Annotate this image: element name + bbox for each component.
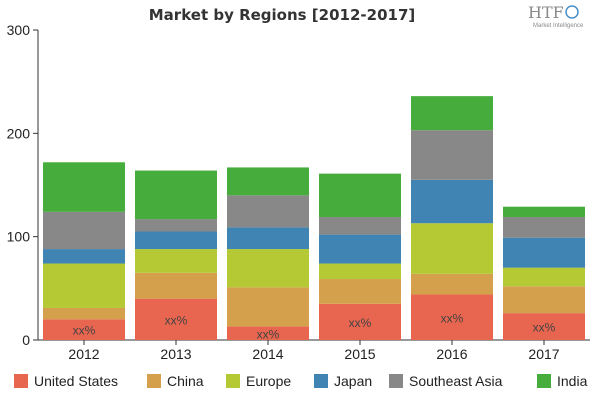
bars: xx% xx% xx% xx% xx% xx% (43, 96, 585, 341)
data-label: xx% (441, 311, 464, 325)
x-tick-label: 2016 (436, 346, 467, 362)
bar-segment (319, 303, 401, 340)
bar-segment (43, 319, 125, 340)
logo-globe-icon (565, 5, 579, 19)
legend-label: Japan (334, 373, 372, 389)
y-tick-label: 200 (7, 125, 31, 141)
bar-segment (503, 267, 585, 287)
bar-segment (135, 231, 217, 250)
x-tick-label: 2013 (160, 346, 191, 362)
legend: United States China Europe Japan Southeast A… (14, 373, 588, 389)
data-label: xx% (533, 321, 556, 335)
data-label: xx% (73, 324, 96, 338)
legend-label: China (167, 373, 204, 389)
bar-segment (135, 272, 217, 299)
bar-stack-2016: xx% (411, 96, 493, 340)
bar-segment (319, 263, 401, 280)
legend-label: Europe (246, 373, 291, 389)
legend-swatch (147, 374, 161, 388)
bar-stack-2015: xx% (319, 173, 401, 340)
bar-segment (43, 307, 125, 320)
legend-item: China (147, 373, 204, 389)
logo: HTF Market Intelligence (528, 3, 584, 29)
legend-item: United States (14, 373, 118, 389)
bar-segment (411, 179, 493, 224)
legend-swatch (389, 374, 403, 388)
bar-segment (411, 130, 493, 180)
bar-segment (319, 234, 401, 264)
bar-segment (227, 287, 309, 327)
bar-segment (227, 326, 309, 340)
bar-segment (319, 173, 401, 218)
bar-segment (503, 217, 585, 238)
legend-label: India (557, 373, 588, 389)
axes (37, 30, 590, 341)
y-tick-label: 100 (7, 229, 31, 245)
x-tick-label: 2014 (252, 346, 283, 362)
bar-segment (135, 249, 217, 273)
bar-segment (135, 170, 217, 220)
bar-segment (43, 263, 125, 308)
data-label: xx% (257, 327, 280, 341)
chart-title: Market by Regions [2012-2017] (149, 6, 416, 24)
bar-segment (319, 279, 401, 304)
bar-segment (227, 195, 309, 228)
bar-segment (411, 223, 493, 274)
legend-item: Southeast Asia (389, 373, 503, 389)
legend-swatch (226, 374, 240, 388)
data-label: xx% (165, 313, 188, 327)
bar-segment (227, 167, 309, 196)
bar-stack-2012: xx% (43, 162, 125, 340)
x-tick-label: 2015 (344, 346, 375, 362)
bar-segment (411, 96, 493, 131)
tick-labels: 0 100 200 300 2012 2013 2014 2015 2016 2017 (7, 22, 560, 362)
bar-segment (43, 249, 125, 264)
legend-item: India (537, 373, 588, 389)
legend-swatch (314, 374, 328, 388)
bar-segment (503, 206, 585, 218)
bar-segment (227, 227, 309, 250)
legend-item: Japan (314, 373, 372, 389)
logo-subtitle: Market Intelligence (533, 23, 584, 29)
logo-text: HTF (528, 3, 564, 22)
data-label: xx% (349, 316, 372, 330)
bar-segment (227, 249, 309, 288)
legend-label: Southeast Asia (409, 373, 503, 389)
bar-segment (319, 217, 401, 235)
bar-segment (135, 219, 217, 232)
x-tick-label: 2012 (68, 346, 99, 362)
legend-swatch (14, 374, 28, 388)
legend-swatch (537, 374, 551, 388)
bar-segment (43, 211, 125, 250)
legend-label: United States (34, 373, 118, 389)
bar-segment (503, 286, 585, 314)
x-tick-label: 2017 (528, 346, 559, 362)
bar-segment (135, 298, 217, 340)
bar-segment (503, 237, 585, 268)
bar-segment (43, 162, 125, 212)
y-tick-label: 0 (22, 332, 30, 348)
bar-stack-2014: xx% (227, 167, 309, 341)
y-tick-label: 300 (7, 22, 31, 38)
bar-stack-2017: xx% (503, 206, 585, 340)
bar-segment (503, 313, 585, 340)
bar-segment (411, 294, 493, 340)
bar-stack-2013: xx% (135, 170, 217, 340)
bar-segment (411, 273, 493, 295)
legend-item: Europe (226, 373, 291, 389)
